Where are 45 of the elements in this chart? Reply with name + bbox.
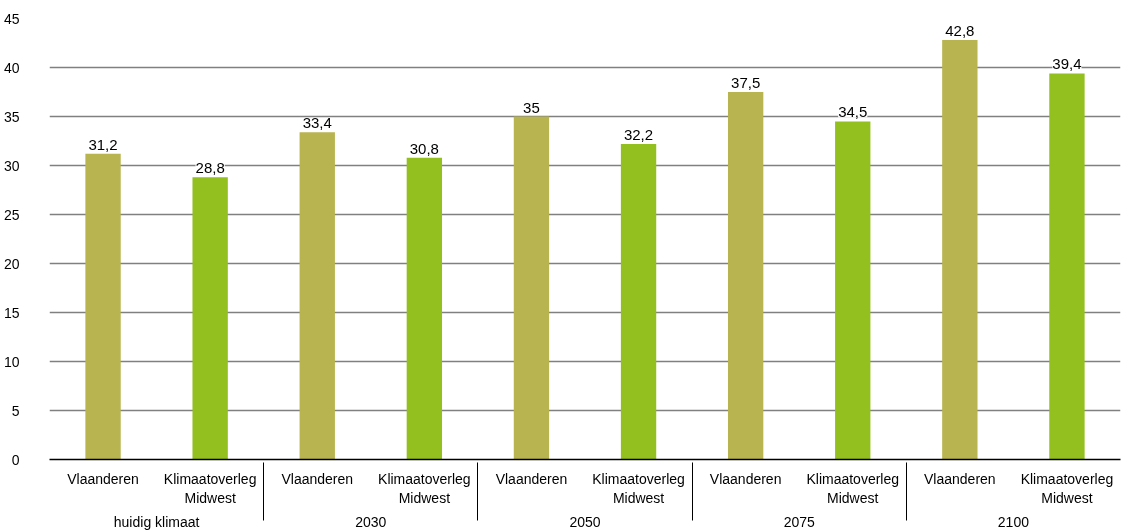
text: 2030 (355, 513, 387, 530)
bar (942, 40, 978, 460)
y-tick-label: 45 (3, 10, 20, 27)
data-label: 35 (523, 98, 540, 116)
y-tick-label: 20 (3, 255, 20, 272)
bar (299, 132, 335, 460)
data-label: 31,2 (88, 135, 118, 153)
bar (85, 153, 121, 460)
data-label: 39,4 (1052, 55, 1082, 73)
x-tick-label: Vlaanderen (924, 470, 996, 487)
data-label: 34,5 (838, 103, 868, 121)
y-tick-label: 35 (3, 108, 20, 125)
x-tick-label: Vlaanderen (495, 470, 568, 487)
y-tick-label: 25 (3, 206, 20, 223)
x-tick-label: Klimaatoverleg Midwest (163, 470, 257, 506)
data-label: 32,2 (623, 125, 654, 143)
text: 2075 (783, 513, 815, 530)
bar (513, 116, 550, 460)
y-tick-label: 10 (3, 353, 20, 370)
x-tick-label: Vlaanderen (281, 470, 354, 487)
x-tick-label: Klimaatoverleg Midwest (806, 470, 900, 506)
text: 2050 (569, 513, 601, 530)
data-label: 37,5 (731, 74, 761, 91)
y-tick-label: 15 (3, 304, 20, 321)
bar (727, 92, 764, 460)
bar (835, 121, 871, 460)
y-tick-label: 5 (11, 402, 20, 419)
y-tick-label: 40 (3, 59, 20, 76)
x-tick-label: Vlaanderen (67, 470, 139, 487)
data-label: 33,4 (302, 114, 332, 132)
text: huidig klimaat (113, 513, 200, 530)
data-label: 30,8 (409, 139, 439, 157)
x-tick-label: Klimaatoverleg Midwest (1020, 470, 1114, 506)
bar (1049, 73, 1085, 460)
bar (192, 177, 228, 460)
data-label: 42,8 (945, 22, 975, 40)
x-tick-label: Klimaatoverleg Midwest (592, 470, 685, 506)
y-tick-label: 30 (3, 157, 20, 174)
bar (620, 143, 657, 460)
data-label: 28,8 (195, 159, 225, 177)
x-tick-label: Vlaanderen (709, 470, 782, 487)
x-tick-label: Klimaatoverleg Midwest (378, 470, 471, 506)
y-tick-label: 0 (11, 451, 20, 468)
text: 2100 (997, 513, 1030, 530)
bar (406, 157, 443, 460)
